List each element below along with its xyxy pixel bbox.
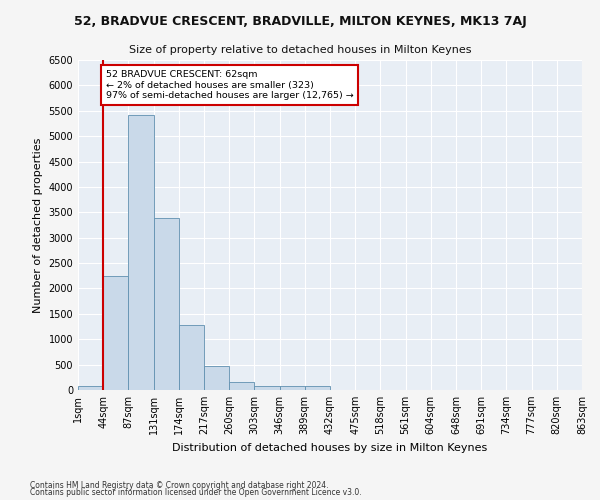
Text: 52 BRADVUE CRESCENT: 62sqm
← 2% of detached houses are smaller (323)
97% of semi: 52 BRADVUE CRESCENT: 62sqm ← 2% of detac…	[106, 70, 353, 100]
Text: Contains public sector information licensed under the Open Government Licence v3: Contains public sector information licen…	[30, 488, 362, 497]
Bar	[254, 386, 280, 390]
Bar	[229, 382, 254, 390]
Bar	[154, 218, 179, 390]
Text: Size of property relative to detached houses in Milton Keynes: Size of property relative to detached ho…	[129, 45, 471, 55]
Bar	[103, 276, 128, 390]
Bar	[204, 366, 229, 390]
X-axis label: Distribution of detached houses by size in Milton Keynes: Distribution of detached houses by size …	[172, 442, 488, 452]
Y-axis label: Number of detached properties: Number of detached properties	[33, 138, 43, 312]
Bar	[78, 386, 103, 390]
Text: 52, BRADVUE CRESCENT, BRADVILLE, MILTON KEYNES, MK13 7AJ: 52, BRADVUE CRESCENT, BRADVILLE, MILTON …	[74, 15, 526, 28]
Bar	[128, 115, 154, 390]
Bar	[305, 386, 330, 390]
Bar	[280, 386, 305, 390]
Text: Contains HM Land Registry data © Crown copyright and database right 2024.: Contains HM Land Registry data © Crown c…	[30, 480, 329, 490]
Bar	[179, 325, 204, 390]
